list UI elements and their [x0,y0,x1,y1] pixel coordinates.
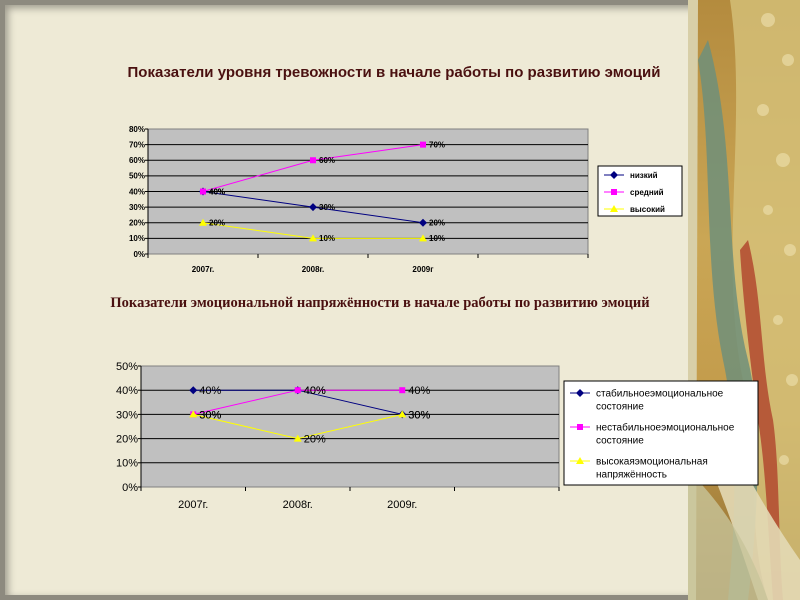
chart2-title: Показатели эмоциональной напряжённости в… [110,295,650,311]
y-tick-label: 40% [116,385,138,397]
y-tick-label: 10% [116,458,138,470]
legend-entry-label: состояние [596,402,644,413]
data-point [420,141,426,148]
legend-entry-label: высокаяэмоциональная [596,457,708,468]
data-point [398,410,407,418]
data-point [310,157,316,164]
data-point [199,218,207,226]
y-tick-label: 60% [129,156,145,165]
y-tick-label: 80% [129,125,145,134]
legend-entry-label: нестабильноеэмоциональное [596,422,735,434]
data-label: 20% [304,433,326,445]
data-point [309,234,317,242]
data-label: 60% [319,156,335,165]
legend-entry-label: напряжённость [596,470,667,481]
y-tick-label: 50% [129,172,145,181]
data-label: 10% [429,234,445,243]
y-tick-label: 20% [129,219,145,228]
x-tick-label: 2008г. [283,499,313,511]
data-label: 40% [209,187,225,196]
y-tick-label: 10% [129,234,145,243]
x-tick-label: 2009г [412,265,434,274]
y-tick-label: 30% [129,203,145,212]
y-tick-label: 40% [129,187,145,196]
legend-entry-label: средний [630,188,664,197]
data-label: 30% [408,409,430,421]
y-tick-label: 0% [133,250,145,259]
legend-entry-label: стабильноеэмоциональное [596,388,724,400]
data-label: 40% [209,187,225,196]
legend-entry-label: высокий [630,205,665,214]
data-point [189,410,198,418]
data-point [200,188,206,195]
legend-swatch-marker [610,205,618,212]
anxiety-level-chart: 0% 10% 20% 30% 40% 50% 60% 70% 80% 2007г. 2008г. 20… [129,125,683,274]
data-point [294,387,301,394]
data-label: 70% [429,140,445,149]
data-point [419,234,427,242]
data-label: 40% [408,385,430,397]
data-label: 20% [209,219,225,228]
chart1-title: Показатели уровня тревожности в начале р… [127,64,661,81]
data-label: 30% [199,409,221,421]
legend-entry-label: состояние [596,436,644,447]
y-tick-label: 50% [116,361,138,373]
y-tick-label: 70% [129,140,145,149]
data-label: 30% [199,409,221,421]
data-label: 10% [319,234,335,243]
legend-entry-label: низкий [630,171,658,180]
data-label: 40% [304,385,326,397]
legend-box [563,380,759,486]
legend-swatch-marker [576,389,584,397]
data-point [293,434,302,442]
y-tick-label: 30% [116,409,138,421]
data-label: 40% [304,385,326,397]
data-point [309,203,317,212]
y-tick-label: 0% [122,482,138,494]
data-point [419,218,427,227]
legend-swatch-marker [611,189,617,195]
data-label: 30% [408,409,430,421]
x-tick-label: 2009г. [387,499,417,511]
data-label: 20% [429,219,445,228]
x-tick-label: 2007г. [192,265,215,274]
data-label: 40% [199,385,221,397]
legend-swatch-marker [577,424,583,430]
legend-swatch-marker [610,171,618,179]
legend-swatch-marker [576,457,584,464]
data-point [189,386,198,395]
x-tick-label: 2007г. [178,499,208,511]
data-point [399,387,406,394]
data-label: 30% [319,203,335,212]
y-tick-label: 20% [116,433,138,445]
x-tick-label: 2008г. [302,265,325,274]
